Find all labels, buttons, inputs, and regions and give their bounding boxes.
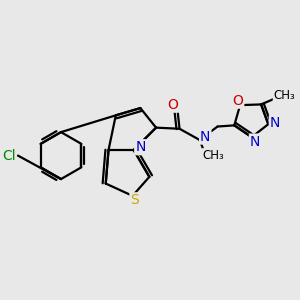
Text: N: N (250, 135, 260, 148)
Text: N: N (200, 130, 210, 144)
Text: CH₃: CH₃ (274, 89, 296, 102)
Text: S: S (130, 193, 139, 207)
Text: O: O (232, 94, 243, 108)
Text: N: N (270, 116, 280, 130)
Text: O: O (167, 98, 178, 112)
Text: CH₃: CH₃ (202, 149, 224, 162)
Text: Cl: Cl (2, 148, 16, 163)
Text: N: N (135, 140, 146, 154)
